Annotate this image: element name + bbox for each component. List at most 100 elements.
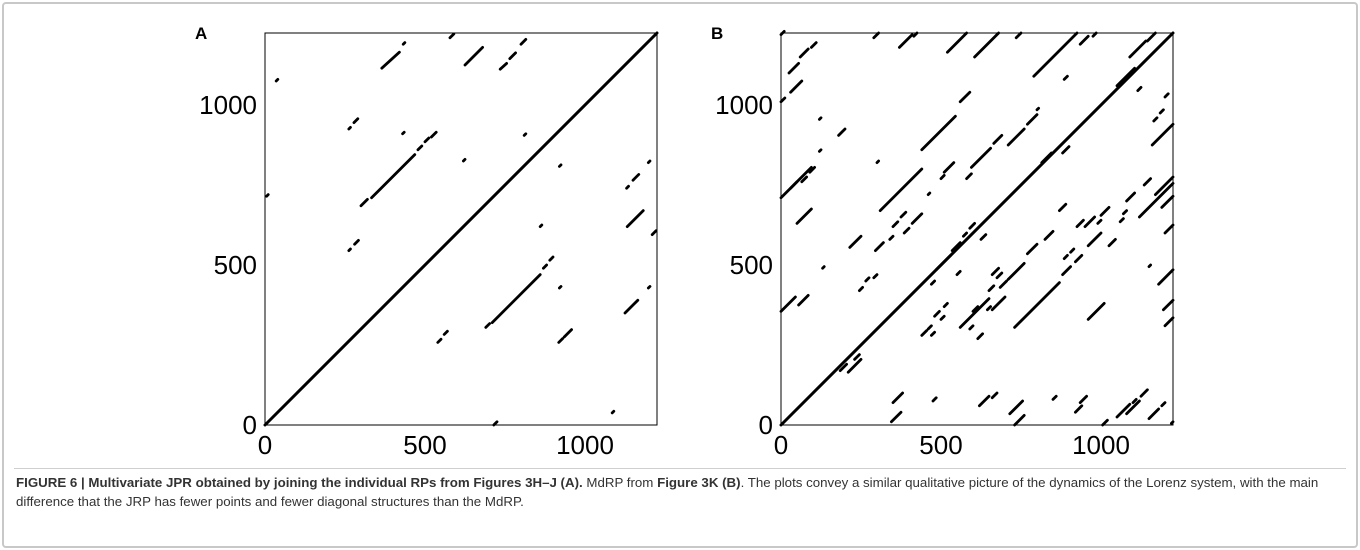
panel-b-recurrence-line-69 — [934, 253, 952, 272]
panel-b-ytick-2: 1000 — [715, 90, 773, 120]
panel-b-xtick-2: 1000 — [1072, 430, 1130, 460]
panel-b-recurrence-line-88 — [1058, 202, 1068, 213]
panel-b-recurrence-line-23 — [1032, 31, 1079, 78]
panel-b-recurrence-line-5 — [789, 79, 804, 94]
panel-b-recurrence-line-50 — [1152, 116, 1159, 123]
panel-b-recurrence-line-60 — [1170, 420, 1175, 425]
panel-b-recurrence-line-86 — [1118, 217, 1125, 224]
panel-b-recurrence-line-19 — [912, 31, 919, 38]
panel-b-recurrence-line-11 — [795, 207, 813, 225]
panel-b-ytick-1: 500 — [730, 250, 773, 280]
panel-a-axes-box — [264, 32, 658, 426]
panel-a-recurrence-line-31 — [484, 322, 492, 329]
panel-b-recurrence-line-63 — [888, 234, 895, 241]
panel-b-recurrence-line-101 — [986, 305, 992, 312]
panel-b-recurrence-line-14 — [821, 265, 826, 270]
panel-b-recurrence-line-71 — [955, 269, 962, 277]
panel-b-recurrence-line-78 — [1026, 242, 1039, 256]
panel-b-recurrence-line-74 — [979, 233, 988, 241]
panel-a-recurrence-line-41 — [610, 409, 616, 415]
panel-b-ytick-0: 0 — [759, 410, 773, 440]
panel-b-recurrence-line-10 — [808, 165, 816, 174]
panel-b-recurrence-line-12 — [818, 148, 823, 153]
panel-b-recurrence-line-99 — [968, 324, 975, 331]
panel-b-recurrence-line-3 — [798, 47, 810, 59]
panel-a-marks — [263, 31, 659, 427]
panel-b-recurrence-line-30 — [1136, 86, 1143, 92]
panel-b-recurrence-line-107 — [942, 301, 949, 309]
panel-b-recurrence-line-38 — [1006, 127, 1026, 147]
panel-b-recurrence-line-31 — [837, 127, 847, 137]
panel-b-recurrence-line-130 — [1139, 388, 1149, 398]
panel-b-recurrence-line-36 — [970, 146, 992, 169]
panel-a-recurrence-line-5 — [498, 62, 509, 71]
panel-b-recurrence-line-61 — [848, 234, 863, 249]
panel-a-recurrence-line-24 — [625, 184, 630, 190]
panel-b-recurrence-line-106 — [933, 309, 941, 318]
panel-b-recurrence-line-26 — [1062, 74, 1069, 81]
panel-b-recurrence-line-121 — [1008, 399, 1024, 416]
panel-b-recurrence-line-40 — [1035, 106, 1040, 112]
panel-a-recurrence-line-23 — [558, 163, 563, 168]
panel-b-recurrence-line-68 — [930, 279, 936, 286]
caption-separator — [14, 468, 1346, 469]
panel-b-recurrence-line-125 — [1074, 404, 1084, 414]
panel-a-recurrence-line-38 — [623, 298, 640, 315]
panel-a-recurrence-line-1 — [380, 50, 401, 70]
panel-b-axes-box — [780, 32, 1174, 426]
panel-b-recurrence-line-119 — [978, 394, 991, 408]
panel-a-ytick-0: 0 — [243, 410, 257, 440]
panel-a-recurrence-line-27 — [625, 209, 645, 229]
panel-a-xtick-2: 1000 — [556, 430, 614, 460]
panel-a-ytick-1: 500 — [214, 250, 257, 280]
panel-b-recurrence-line-112 — [853, 353, 861, 361]
panel-a-recurrence-line-28 — [650, 229, 658, 237]
panel-b-recurrence-line-82 — [1075, 218, 1085, 229]
panel-b-recurrence-line-104 — [926, 324, 933, 331]
panel-b-recurrence-line-22 — [1014, 31, 1023, 40]
panel-a-recurrence-line-11 — [401, 130, 406, 136]
panel-b-recurrence-line-118 — [931, 396, 938, 403]
panel-b-recurrence-line-111 — [838, 362, 848, 373]
panel-b-recurrence-line-16 — [797, 293, 810, 307]
panel-a-recurrence-line-35 — [558, 285, 563, 290]
panel-b-recurrence-line-32 — [875, 159, 880, 165]
panel-b-recurrence-line-6 — [779, 96, 787, 104]
panel-b-recurrence-line-127 — [1115, 402, 1132, 419]
panel-b-recurrence-line-132 — [1160, 401, 1167, 408]
panel-b-recurrence-line-17 — [872, 31, 880, 40]
panel-a-recurrence-line-26 — [646, 159, 652, 165]
panel-a-recurrence-line-40 — [492, 420, 499, 427]
panel-b-recurrence-line-96 — [958, 297, 991, 329]
panel-b-recurrence-line-124 — [1078, 394, 1088, 405]
panel-a-recurrence-line-34 — [548, 255, 555, 262]
panel-b-x-ticks: 0 500 1000 — [774, 430, 1130, 460]
panel-b-recurrence-line-46 — [942, 161, 956, 174]
panel-a-recurrence-line-18 — [522, 132, 528, 137]
caption-part1: MdRP from — [582, 475, 658, 490]
panel-b-recurrence-line-72 — [962, 231, 968, 238]
panel-b-recurrence-line-57 — [1157, 268, 1175, 286]
panel-b-recurrence-line-48 — [1163, 92, 1170, 99]
panel-b-recurrence-line-45 — [939, 173, 946, 181]
panel-a-recurrence-line-20 — [347, 247, 352, 253]
panel-b-recurrence-line-81 — [1069, 247, 1076, 254]
panel-b-recurrence-line-51 — [1142, 177, 1152, 187]
panel-b-recurrence-line-67 — [910, 212, 924, 225]
panel-b-recurrence-line-28 — [1128, 39, 1148, 59]
panel-b-recurrence-line-116 — [891, 391, 904, 405]
panel-b-recurrence-line-62 — [874, 241, 885, 253]
panel-b-recurrence-line-29 — [1146, 31, 1157, 43]
panel-a-recurrence-line-2 — [401, 41, 407, 46]
panel-b-recurrence-line-27 — [1115, 66, 1136, 88]
panel-a-recurrence-line-22 — [538, 223, 544, 229]
panel-a-recurrence-line-10 — [352, 117, 360, 124]
panel-b-recurrence-line-20 — [946, 31, 968, 54]
panel-b-recurrence-line-85 — [1107, 237, 1117, 248]
panel-a-recurrence-line-39 — [646, 285, 652, 290]
panel-a-recurrence-line-4 — [463, 46, 485, 67]
panel-b-recurrence-line-97 — [987, 284, 996, 293]
panel-b-recurrence-line-13 — [818, 116, 823, 121]
panel-a-recurrence-line-25 — [631, 173, 641, 182]
